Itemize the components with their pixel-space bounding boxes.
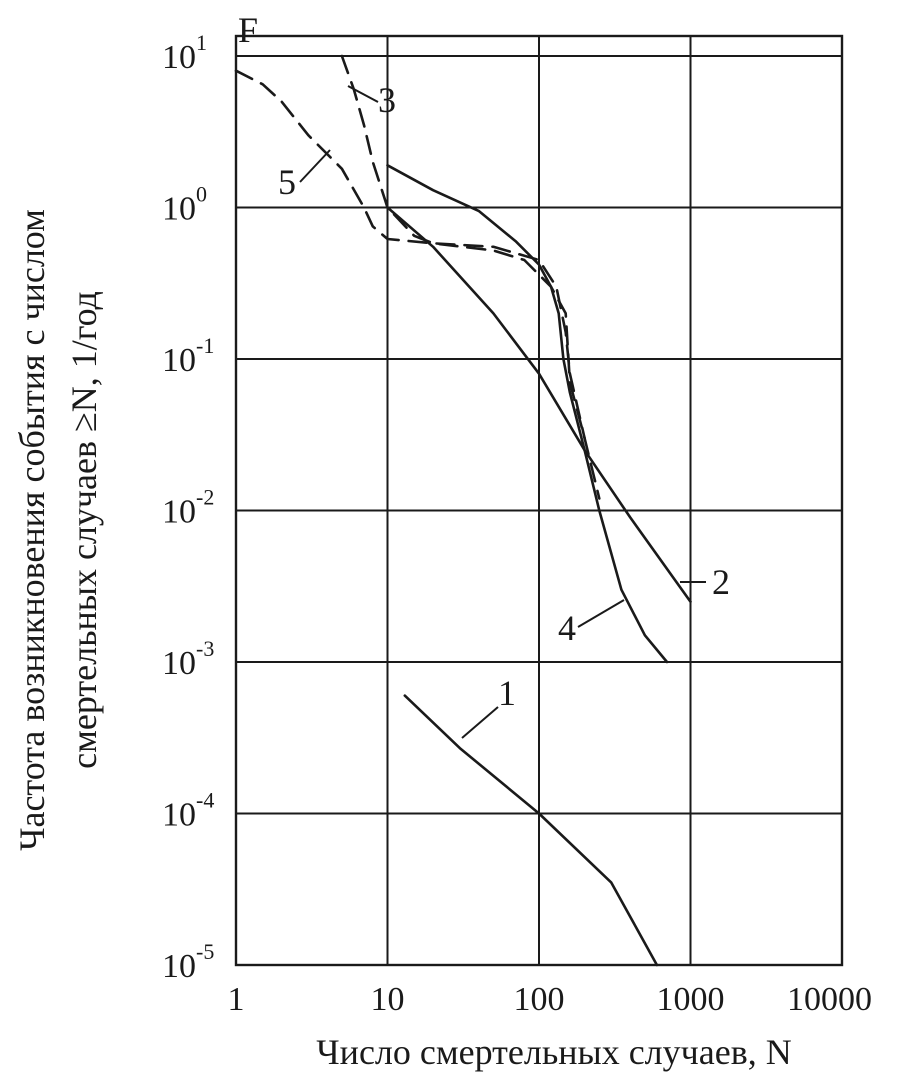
curve-leader-5	[299, 149, 331, 183]
y-tick-label: 10 0	[162, 182, 207, 228]
x-axis-title: Число смертельных случаев, N	[316, 1032, 791, 1072]
y-tick-base: 10	[162, 342, 196, 379]
y-tick-exponent: -1	[196, 333, 214, 358]
y-tick-exponent: -5	[196, 939, 214, 964]
curve-leader-1	[461, 706, 499, 739]
series-line-5	[234, 69, 586, 440]
curve-label-2: 2	[712, 562, 730, 602]
y-axis-title-line-1: Частота возникновения события с числом	[12, 209, 52, 851]
y-tick-base: 10	[162, 948, 196, 985]
x-tick-label: 10000	[787, 981, 872, 1018]
y-tick-label: 10 -3	[162, 636, 214, 682]
curve-labels: 1 2 3 4 5	[278, 80, 730, 713]
curve-label-5: 5	[278, 162, 296, 202]
y-tick-base: 10	[162, 645, 196, 682]
x-tick-label: 1000	[657, 981, 725, 1018]
y-tick-base: 10	[162, 39, 196, 76]
series-line-2	[386, 206, 692, 603]
y-tick-label: 10 -4	[162, 788, 214, 834]
y-tick-label: 10 1	[162, 30, 207, 76]
curve-label-leaders	[299, 85, 706, 739]
y-axis-title-line-2: смертельных случаев ≥N, 1/год	[64, 291, 104, 769]
y-tick-base: 10	[162, 191, 196, 228]
series-layer	[234, 54, 692, 967]
y-axis-title: Частота возникновения события с числом с…	[12, 209, 104, 851]
y-tick-base: 10	[162, 797, 196, 834]
curve-label-3: 3	[378, 80, 396, 120]
x-tick-label: 10	[371, 981, 405, 1018]
x-tick-label: 1	[228, 981, 245, 1018]
y-tick-label: 10 -1	[162, 333, 214, 379]
x-tick-labels: 1 10 100 1000 10000	[228, 981, 873, 1018]
series-line-4	[386, 164, 669, 664]
series-line-3	[340, 54, 601, 500]
y-tick-exponent: -2	[196, 485, 214, 510]
y-tick-label: 10 -2	[162, 485, 214, 531]
grid	[235, 36, 843, 966]
y-tick-exponent: -3	[196, 636, 214, 661]
y-tick-exponent: 1	[196, 30, 207, 55]
curve-label-4: 4	[558, 608, 576, 648]
y-tick-base: 10	[162, 494, 196, 531]
y-tick-exponent: 0	[196, 182, 207, 207]
x-tick-label: 100	[514, 981, 565, 1018]
y-tick-exponent: -4	[196, 788, 214, 813]
curve-label-1: 1	[498, 673, 516, 713]
curve-leader-4	[577, 599, 625, 628]
y-tick-label: 10 -5	[162, 939, 214, 985]
series-line-1	[403, 694, 659, 967]
curve-leader-3	[347, 85, 379, 103]
y-axis-marker: F	[238, 10, 258, 50]
plot-frame	[234, 34, 844, 967]
